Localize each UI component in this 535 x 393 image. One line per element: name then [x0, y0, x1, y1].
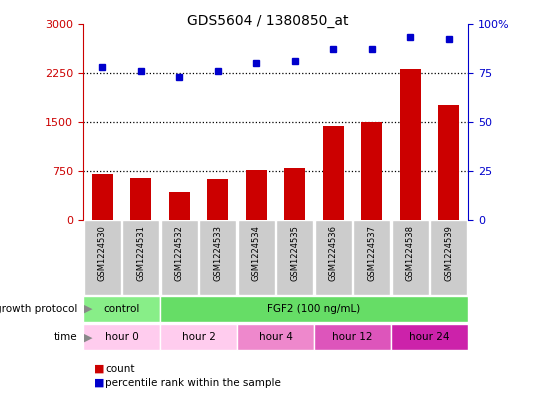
- Text: GSM1224537: GSM1224537: [368, 225, 376, 281]
- Bar: [284, 168, 305, 220]
- Bar: [238, 220, 275, 295]
- Text: ■: ■: [94, 364, 104, 374]
- Text: GSM1224536: GSM1224536: [329, 225, 338, 281]
- Text: time: time: [54, 332, 78, 342]
- Bar: [246, 170, 267, 220]
- Text: FGF2 (100 ng/mL): FGF2 (100 ng/mL): [268, 304, 361, 314]
- Text: ▶: ▶: [84, 332, 93, 342]
- Bar: [169, 192, 190, 220]
- Text: GSM1224539: GSM1224539: [445, 225, 453, 281]
- Text: growth protocol: growth protocol: [0, 304, 78, 314]
- Text: hour 24: hour 24: [409, 332, 450, 342]
- Bar: [353, 220, 391, 295]
- Text: GDS5604 / 1380850_at: GDS5604 / 1380850_at: [187, 14, 348, 28]
- Bar: [160, 296, 468, 321]
- Bar: [199, 220, 236, 295]
- Bar: [392, 325, 468, 350]
- Bar: [315, 220, 352, 295]
- Text: GSM1224531: GSM1224531: [136, 225, 145, 281]
- Text: control: control: [103, 304, 140, 314]
- Bar: [160, 325, 236, 350]
- Text: count: count: [105, 364, 135, 374]
- Text: GSM1224534: GSM1224534: [252, 225, 261, 281]
- Bar: [400, 70, 421, 220]
- Bar: [361, 122, 383, 220]
- Text: GSM1224538: GSM1224538: [406, 225, 415, 281]
- Text: ▶: ▶: [84, 304, 93, 314]
- Text: GSM1224532: GSM1224532: [175, 225, 184, 281]
- Text: percentile rank within the sample: percentile rank within the sample: [105, 378, 281, 388]
- Bar: [160, 220, 198, 295]
- Bar: [122, 220, 159, 295]
- Bar: [430, 220, 468, 295]
- Bar: [323, 127, 344, 220]
- Bar: [207, 180, 228, 220]
- Text: hour 12: hour 12: [332, 332, 373, 342]
- Text: ■: ■: [94, 378, 104, 388]
- Bar: [238, 325, 314, 350]
- Bar: [130, 178, 151, 220]
- Bar: [83, 220, 121, 295]
- Text: GSM1224535: GSM1224535: [291, 225, 299, 281]
- Bar: [83, 325, 159, 350]
- Bar: [438, 105, 460, 220]
- Text: hour 2: hour 2: [181, 332, 216, 342]
- Bar: [315, 325, 391, 350]
- Bar: [83, 296, 159, 321]
- Text: GSM1224533: GSM1224533: [213, 225, 222, 281]
- Bar: [91, 174, 113, 220]
- Text: hour 0: hour 0: [104, 332, 139, 342]
- Bar: [276, 220, 314, 295]
- Text: hour 4: hour 4: [258, 332, 293, 342]
- Text: GSM1224530: GSM1224530: [98, 225, 106, 281]
- Bar: [392, 220, 429, 295]
